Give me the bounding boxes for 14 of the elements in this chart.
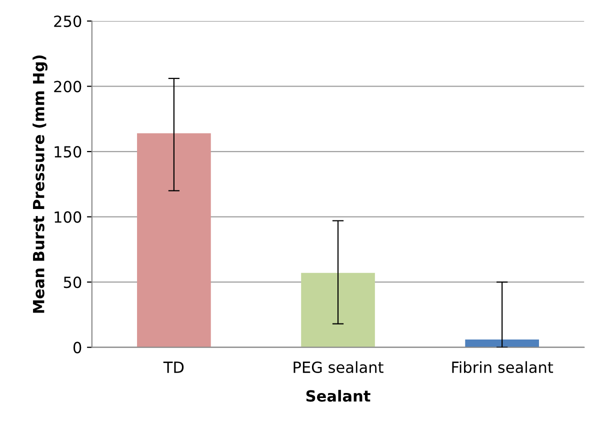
y-tick-label: 100: [54, 211, 82, 223]
y-axis-title: Mean Burst Pressure (mm Hg): [32, 55, 48, 313]
bar: [137, 133, 211, 348]
y-tick-label: 250: [54, 16, 82, 28]
x-axis-title: Sealant: [306, 390, 370, 402]
bar: [301, 272, 375, 348]
bar: [465, 339, 539, 348]
y-tick-label: 150: [54, 146, 82, 158]
x-tick-label: Fibrin sealant: [452, 361, 554, 374]
x-tick-label: PEG sealant: [294, 361, 384, 374]
y-tick-label: 0: [73, 342, 82, 354]
y-tick-label: 50: [64, 276, 82, 288]
y-tick-label: 200: [54, 80, 82, 92]
x-tick-label: TD: [163, 362, 184, 373]
